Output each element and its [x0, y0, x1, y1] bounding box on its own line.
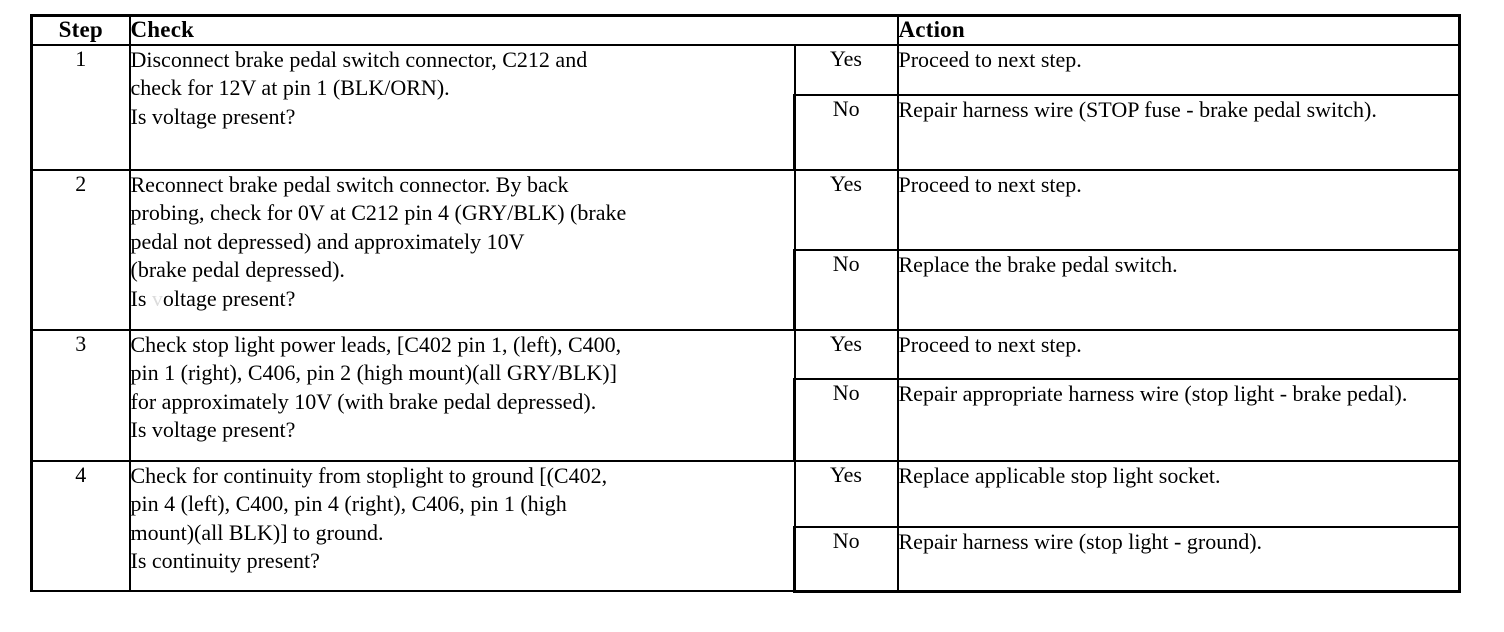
column-header-step: Step	[30, 13, 131, 46]
check-instruction: Check stop light power leads, [C402 pin …	[128, 328, 796, 462]
check-line-degraded: Is voltage present?	[130, 286, 296, 312]
step-number: 4	[30, 459, 131, 593]
outcome-label-no: No	[793, 377, 899, 462]
check-line: Check stop light power leads, [C402 pin …	[130, 331, 622, 357]
check-line: Is voltage present?	[130, 417, 296, 443]
table-row: 2 Reconnect brake pedal switch connector…	[30, 168, 1461, 331]
action-text: Replace the brake pedal switch.	[896, 248, 1461, 331]
step-number: 2	[30, 168, 131, 331]
table-row: No Repair harness wire (stop light - gro…	[32, 525, 1461, 593]
check-line: for approximately 10V (with brake pedal …	[130, 388, 597, 414]
table-row: No Repair appropriate harness wire (stop…	[32, 377, 1461, 462]
column-header-action: Action	[896, 13, 1461, 46]
table-row: 1 Disconnect brake pedal switch connecto…	[30, 43, 1461, 171]
outcome-label-yes: Yes	[793, 459, 899, 528]
step-number: 1	[30, 43, 131, 171]
check-line: Check for continuity from stoplight to g…	[130, 462, 608, 488]
table-header-row: Step Check Action	[30, 13, 1461, 46]
check-line: check for 12V at pin 1 (BLK/ORN).	[130, 75, 450, 101]
table-row: 3 Check stop light power leads, [C402 pi…	[30, 328, 1461, 462]
action-text: Proceed to next step.	[896, 168, 1461, 251]
check-line: pin 1 (right), C406, pin 2 (high mount)(…	[130, 360, 617, 386]
check-line: Is continuity present?	[130, 548, 320, 574]
check-instruction: Check for continuity from stoplight to g…	[128, 459, 796, 593]
check-line: (brake pedal depressed).	[130, 257, 345, 283]
outcome-label-yes: Yes	[793, 328, 899, 380]
action-text: Replace applicable stop light socket.	[896, 459, 1461, 528]
outcome-label-yes: Yes	[793, 43, 899, 96]
check-line: probing, check for 0V at C212 pin 4 (GRY…	[130, 200, 627, 226]
column-header-check: Check	[128, 13, 899, 46]
table-row: No Repair harness wire (STOP fuse - brak…	[32, 93, 1461, 171]
action-text: Repair harness wire (stop light - ground…	[896, 525, 1461, 593]
check-instruction: Disconnect brake pedal switch connector,…	[128, 43, 796, 171]
check-line: mount)(all BLK)] to ground.	[130, 519, 384, 545]
action-text: Proceed to next step.	[896, 328, 1461, 380]
check-line: Reconnect brake pedal switch connector. …	[130, 171, 569, 197]
action-text: Proceed to next step.	[896, 43, 1461, 96]
check-line: Is voltage present?	[130, 103, 296, 129]
action-text: Repair appropriate harness wire (stop li…	[896, 377, 1461, 462]
check-instruction: Reconnect brake pedal switch connector. …	[128, 168, 796, 331]
table-row: No Replace the brake pedal switch.	[32, 248, 1461, 331]
check-line: pin 4 (left), C400, pin 4 (right), C406,…	[130, 491, 567, 517]
action-text: Repair harness wire (STOP fuse - brake p…	[896, 93, 1461, 171]
step-number: 3	[30, 328, 131, 462]
outcome-label-no: No	[793, 248, 899, 331]
outcome-label-yes: Yes	[793, 168, 899, 251]
table-row: 4 Check for continuity from stoplight to…	[30, 459, 1461, 593]
check-line: pedal not depressed) and approximately 1…	[130, 228, 525, 254]
check-line: Disconnect brake pedal switch connector,…	[130, 46, 588, 72]
outcome-label-no: No	[793, 525, 899, 593]
outcome-label-no: No	[793, 93, 899, 171]
diagnostic-procedure-table: Step Check Action 1 Disconnect brake ped…	[30, 13, 1461, 593]
